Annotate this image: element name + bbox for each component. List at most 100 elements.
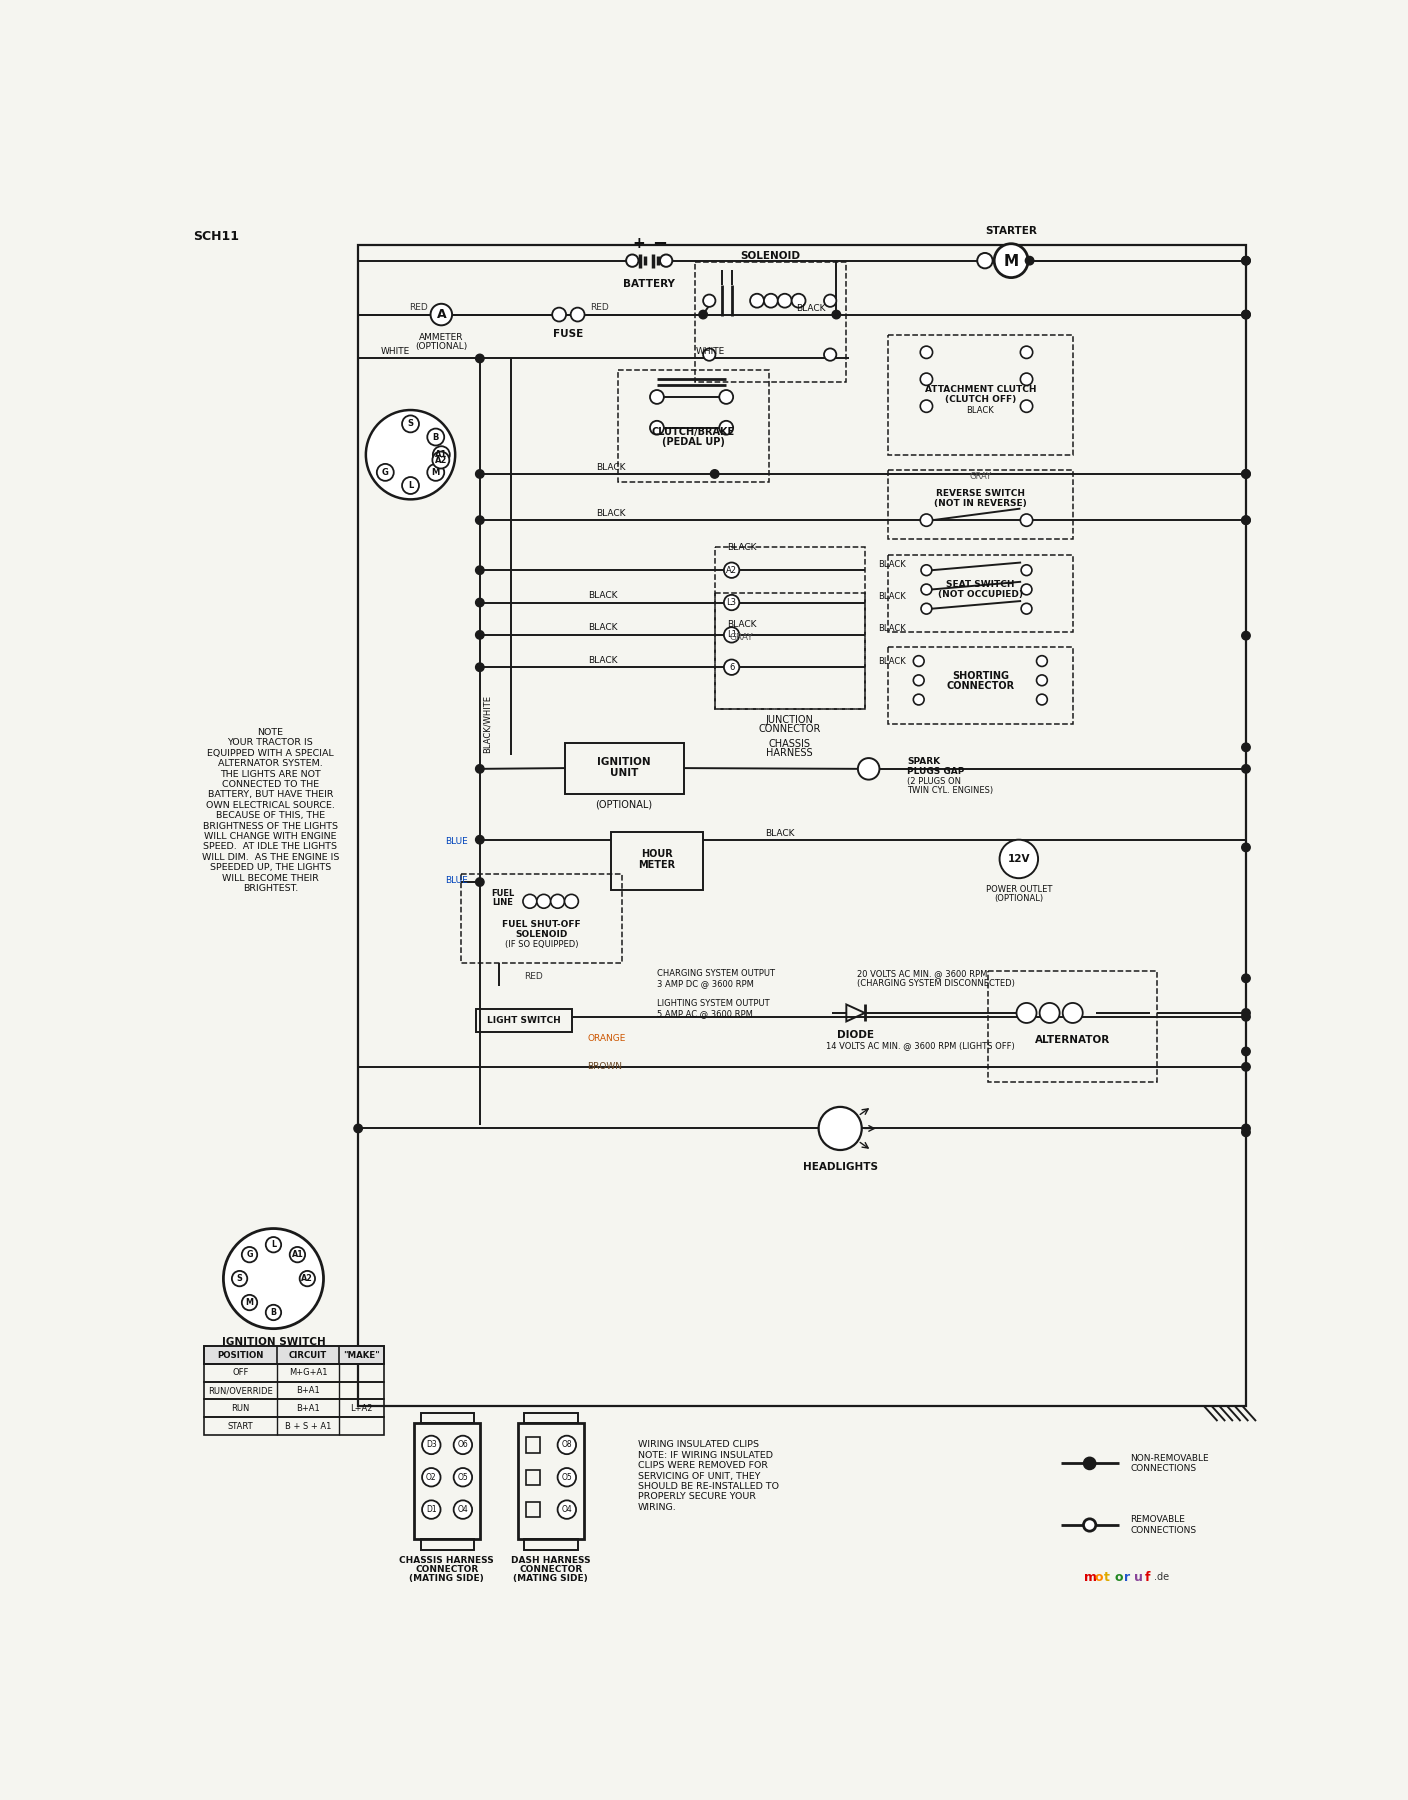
Circle shape: [1242, 256, 1250, 265]
Text: CONNECTOR: CONNECTOR: [520, 1566, 583, 1575]
Text: O8: O8: [562, 1440, 572, 1449]
Circle shape: [431, 304, 452, 326]
Circle shape: [476, 355, 484, 362]
Circle shape: [914, 695, 924, 706]
Text: ORANGE: ORANGE: [587, 1033, 627, 1042]
Text: .de: .de: [1155, 1573, 1170, 1582]
Text: +: +: [632, 236, 645, 252]
Circle shape: [522, 895, 536, 909]
Circle shape: [558, 1469, 576, 1487]
Text: ATTACHMENT CLUTCH: ATTACHMENT CLUTCH: [925, 385, 1036, 394]
Circle shape: [1242, 1048, 1250, 1055]
Text: ALTERNATOR: ALTERNATOR: [1035, 1035, 1111, 1044]
Text: 6: 6: [729, 662, 735, 671]
Text: SHORTING: SHORTING: [952, 671, 1008, 682]
Bar: [358, 245, 1246, 1406]
Bar: [204, 1399, 383, 1417]
Text: o: o: [1094, 1571, 1102, 1584]
Circle shape: [660, 254, 673, 266]
Circle shape: [1039, 1003, 1060, 1022]
Text: HEADLIGHTS: HEADLIGHTS: [803, 1163, 877, 1172]
Text: SOLENOID: SOLENOID: [515, 931, 567, 940]
Circle shape: [224, 1229, 324, 1328]
Text: (OPTIONAL): (OPTIONAL): [415, 342, 467, 351]
Text: (NOT IN REVERSE): (NOT IN REVERSE): [934, 499, 1026, 508]
Circle shape: [1242, 470, 1250, 479]
Circle shape: [921, 373, 932, 385]
Circle shape: [403, 477, 420, 493]
Circle shape: [266, 1305, 282, 1319]
Circle shape: [1036, 655, 1048, 666]
Text: BLACK: BLACK: [589, 623, 618, 632]
Text: BLACK: BLACK: [879, 592, 905, 601]
Text: A2: A2: [435, 455, 446, 464]
Text: WIRING INSULATED CLIPS
NOTE: IF WIRING INSULATED
CLIPS WERE REMOVED FOR
SERVICIN: WIRING INSULATED CLIPS NOTE: IF WIRING I…: [638, 1440, 779, 1512]
Text: M: M: [245, 1298, 253, 1307]
Circle shape: [724, 626, 739, 643]
Text: A1: A1: [291, 1251, 303, 1260]
Circle shape: [1084, 1458, 1095, 1469]
Bar: [888, 470, 1073, 540]
Circle shape: [1242, 517, 1250, 524]
Text: LINE: LINE: [493, 898, 514, 907]
Circle shape: [453, 1436, 472, 1454]
Circle shape: [724, 659, 739, 675]
Circle shape: [1242, 1125, 1250, 1132]
Text: L1: L1: [727, 630, 736, 639]
Text: CHARGING SYSTEM OUTPUT
3 AMP DC @ 3600 RPM: CHARGING SYSTEM OUTPUT 3 AMP DC @ 3600 R…: [658, 968, 774, 988]
Circle shape: [1242, 974, 1250, 983]
Text: POWER OUTLET: POWER OUTLET: [986, 886, 1052, 895]
Circle shape: [1242, 1062, 1250, 1071]
Circle shape: [1242, 310, 1250, 319]
Text: REMOVABLE
CONNECTIONS: REMOVABLE CONNECTIONS: [1131, 1516, 1197, 1535]
Circle shape: [703, 295, 715, 306]
Circle shape: [1021, 400, 1032, 412]
Text: CHASSIS: CHASSIS: [769, 740, 811, 749]
Circle shape: [432, 452, 449, 468]
Text: RED: RED: [408, 302, 428, 311]
Circle shape: [698, 310, 707, 319]
Text: TWIN CYL. ENGINES): TWIN CYL. ENGINES): [907, 787, 993, 796]
Circle shape: [1021, 583, 1032, 594]
Text: BATTERY: BATTERY: [624, 279, 676, 288]
Circle shape: [551, 895, 565, 909]
Circle shape: [242, 1247, 258, 1262]
Text: BLACK: BLACK: [589, 655, 618, 664]
Text: BLACK: BLACK: [879, 625, 905, 634]
Circle shape: [558, 1436, 576, 1454]
Circle shape: [818, 1107, 862, 1150]
Circle shape: [565, 895, 579, 909]
Text: FUSE: FUSE: [553, 329, 583, 338]
Circle shape: [824, 295, 836, 306]
Text: M: M: [1004, 254, 1018, 268]
Circle shape: [1036, 675, 1048, 686]
Text: RUN: RUN: [231, 1404, 251, 1413]
Circle shape: [1021, 565, 1032, 576]
Circle shape: [536, 895, 551, 909]
Circle shape: [476, 630, 484, 639]
Text: START: START: [228, 1422, 253, 1431]
Circle shape: [1242, 842, 1250, 851]
Text: BLACK: BLACK: [766, 830, 796, 839]
Text: f: f: [1145, 1571, 1150, 1584]
Bar: [696, 263, 846, 382]
Circle shape: [1242, 632, 1250, 639]
Bar: [888, 554, 1073, 632]
Bar: [611, 832, 703, 889]
Text: REVERSE SWITCH: REVERSE SWITCH: [936, 490, 1025, 499]
Circle shape: [1021, 603, 1032, 614]
Text: WHITE: WHITE: [696, 347, 725, 356]
Circle shape: [476, 598, 484, 607]
Bar: [618, 371, 769, 482]
Bar: [204, 1364, 383, 1382]
Text: L+A2: L+A2: [351, 1404, 373, 1413]
Text: WHITE: WHITE: [380, 347, 410, 356]
Text: S: S: [407, 419, 414, 428]
Circle shape: [650, 421, 663, 434]
Circle shape: [914, 655, 924, 666]
Text: B + S + A1: B + S + A1: [284, 1422, 331, 1431]
Circle shape: [1021, 373, 1032, 385]
Text: O5: O5: [458, 1472, 469, 1481]
Circle shape: [1025, 256, 1033, 265]
Circle shape: [750, 293, 765, 308]
